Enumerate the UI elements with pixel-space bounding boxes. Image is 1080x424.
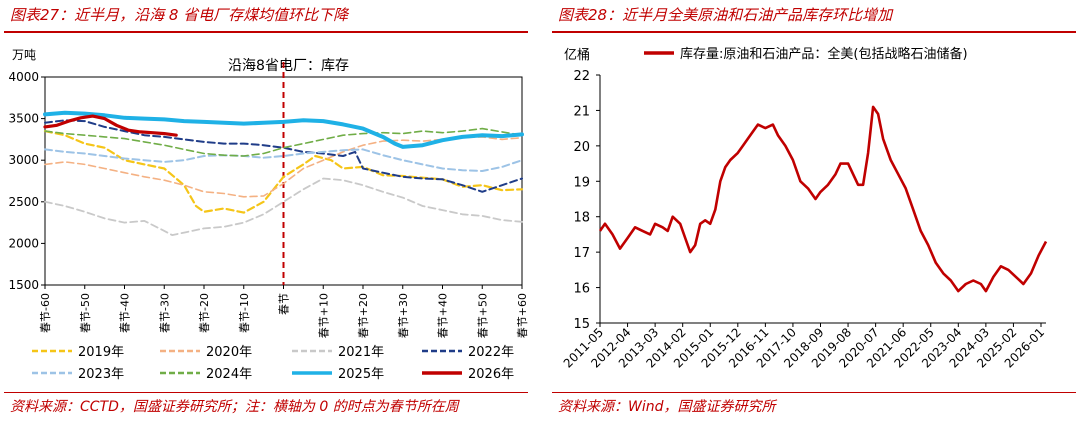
right-figure-panel: 图表28：近半月全美原油和石油产品库存环比增加 亿桶 15 16 17 18 19 20 21…	[548, 0, 1080, 424]
series-line-2023年	[44, 148, 523, 172]
x-tick-label: 春节	[278, 293, 291, 315]
left-figure-panel: 图表27：近半月，沿海 8 省电厂存煤均值环比下降 万吨沿海8省电厂：库存 150…	[0, 0, 532, 424]
x-tick-label: 春节-10	[238, 293, 251, 333]
y-tick-label: 19	[573, 175, 590, 190]
y-tick-label: 4000	[8, 70, 39, 84]
x-tick-label: 春节+20	[357, 293, 370, 338]
series-line-2022年	[44, 119, 523, 193]
legend-label: 2024年	[206, 367, 252, 382]
left-title-rule	[4, 31, 528, 33]
right-source-rule	[552, 392, 1076, 393]
x-tick-label: 春节-40	[119, 293, 132, 333]
chart-title: 沿海8省电厂：库存	[228, 58, 349, 74]
x-tick-label: 春节+60	[516, 293, 529, 338]
y-tick-label: 16	[573, 282, 590, 297]
y-tick-label: 21	[573, 104, 590, 119]
legend-label: 2020年	[206, 345, 252, 360]
series-line-us-inventory	[598, 105, 1048, 293]
legend-label: 2023年	[78, 367, 124, 382]
y-tick-label: 3000	[8, 153, 39, 167]
series-line-2024年	[44, 127, 523, 157]
y-tick-label: 1500	[8, 278, 39, 292]
left-figure-title: 图表27：近半月，沿海 8 省电厂存煤均值环比下降	[10, 6, 349, 24]
x-tick-label: 春节-60	[39, 293, 52, 333]
series-line-2020年	[44, 136, 523, 198]
y-tick-label: 20	[573, 140, 590, 155]
y-axis-unit-label: 亿桶	[564, 48, 590, 63]
series-line-2021年	[44, 177, 523, 237]
series-line-2025年	[43, 110, 524, 149]
x-tick-label: 春节-50	[79, 293, 92, 333]
legend-label: 2021年	[338, 345, 384, 360]
right-title-rule	[552, 31, 1076, 33]
legend-label: 2019年	[78, 345, 124, 360]
y-tick-label: 17	[573, 246, 590, 261]
y-axis-unit-label: 万吨	[12, 48, 36, 62]
left-source-note: 资料来源：CCTD，国盛证券研究所；注：横轴为 0 的时点为春节所在周	[10, 399, 459, 415]
right-source-note: 资料来源：Wind，国盛证券研究所	[558, 399, 776, 415]
y-tick-label: 2500	[8, 195, 39, 209]
x-tick-label: 春节+40	[437, 293, 450, 338]
x-tick-label: 春节-30	[158, 293, 171, 333]
x-tick-label: 春节+50	[476, 293, 489, 338]
x-tick-label: 春节+10	[317, 293, 330, 338]
y-tick-label: 2000	[8, 236, 39, 250]
left-source-rule	[4, 392, 528, 393]
legend-label: 2025年	[338, 367, 384, 382]
y-tick-label: 18	[573, 211, 590, 226]
y-tick-label: 3500	[8, 112, 39, 126]
right-figure-title: 图表28：近半月全美原油和石油产品库存环比增加	[558, 6, 893, 24]
legend-label: 2022年	[468, 345, 514, 360]
x-tick-label: 春节+30	[397, 293, 410, 338]
legend-label: 2026年	[468, 367, 514, 382]
right-chart: 亿桶15161718192021222011-052012-042013-032…	[561, 46, 1048, 371]
legend-label: 库存量:原油和石油产品：全美(包括战略石油储备)	[680, 46, 968, 62]
series-line-2026年	[43, 114, 178, 137]
y-tick-label: 15	[573, 317, 590, 332]
y-tick-label: 22	[573, 69, 590, 84]
x-tick-label: 春节-20	[198, 293, 211, 333]
